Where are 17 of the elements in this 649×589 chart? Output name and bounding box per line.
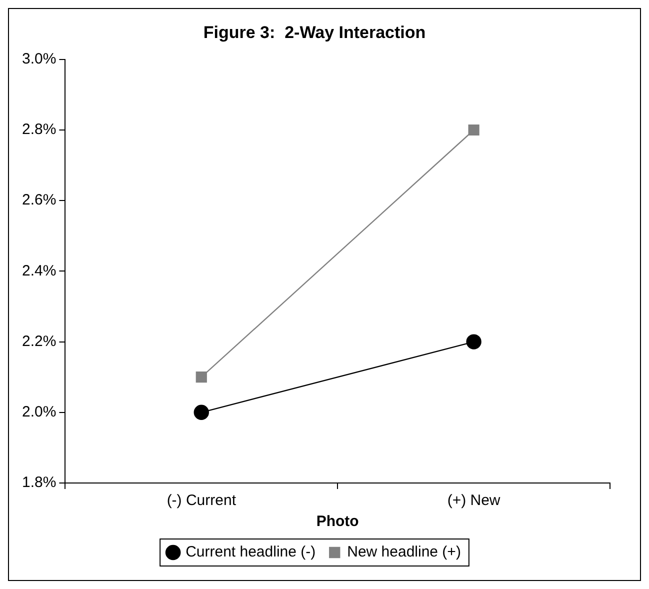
legend-label: New headline (+) (347, 544, 461, 561)
point (196, 372, 207, 383)
legend-label: Current headline (-) (186, 544, 316, 561)
point (194, 404, 209, 420)
point (466, 334, 482, 350)
y-tick-label: 1.8% (22, 474, 56, 492)
y-tick-label: 2.0% (22, 404, 56, 421)
y-tick-label: 2.4% (22, 262, 56, 280)
y-tick-label: 2.2% (22, 332, 56, 350)
x-tick-label: (-) Current (166, 492, 237, 510)
y-tick-label: 3.0% (22, 50, 56, 68)
x-axis-title: Photo (316, 513, 359, 530)
y-tick-label: 2.8% (22, 121, 56, 138)
point (468, 124, 480, 136)
x-tick-label: (+) New (447, 492, 500, 510)
y-tick-label: 2.6% (22, 192, 56, 209)
chart-title: Figure 3: 2-Way Interaction (203, 22, 426, 42)
